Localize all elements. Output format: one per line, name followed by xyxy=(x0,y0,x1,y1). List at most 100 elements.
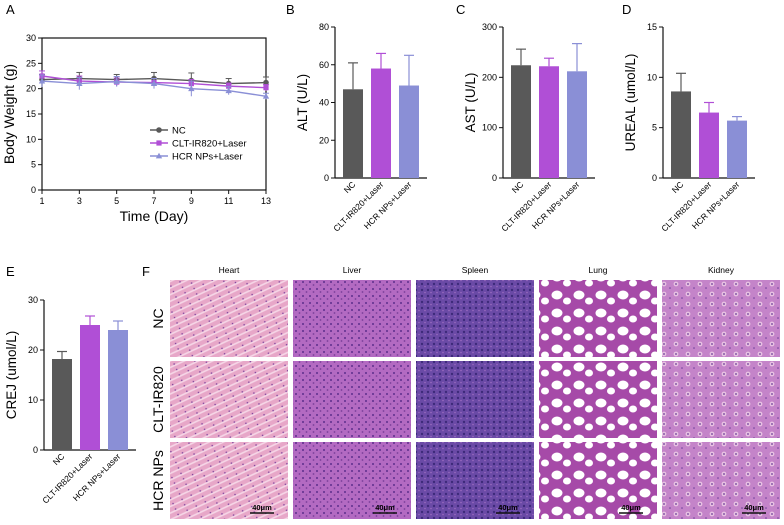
row-label: CLT-IR820 xyxy=(150,366,166,433)
x-tick-label: CLT-IR820+Laser xyxy=(40,451,94,505)
legend-marker xyxy=(156,140,162,146)
data-point xyxy=(150,80,158,86)
y-tick-label: 0 xyxy=(33,445,38,455)
y-tick-label: 10 xyxy=(28,395,38,405)
x-tick-label: NC xyxy=(51,451,67,467)
histology-image xyxy=(170,280,288,357)
panel-letter-d: D xyxy=(622,2,631,17)
x-tick-label: 5 xyxy=(114,196,119,206)
bar xyxy=(52,359,72,450)
y-axis-label: ALT (U/L) xyxy=(295,74,310,131)
data-point xyxy=(263,85,269,91)
data-point xyxy=(262,93,270,99)
histology-image xyxy=(662,280,780,357)
data-point xyxy=(263,79,269,86)
x-tick-label: CLT-IR820+Laser xyxy=(499,179,553,233)
y-tick-label: 30 xyxy=(26,33,36,43)
histology-image xyxy=(293,442,411,519)
histology-image-grid: Heart Liver Spleen Lung Kidney NC CLT-IR820 HCR… xyxy=(150,265,780,519)
scale-bar-label: 40μm xyxy=(252,503,272,512)
histology-image xyxy=(293,361,411,438)
x-tick-label: 13 xyxy=(261,196,271,206)
y-tick-label: 0 xyxy=(652,173,657,183)
y-tick-label: 5 xyxy=(652,123,657,133)
column-label: Heart xyxy=(219,265,240,275)
data-point xyxy=(225,87,232,94)
y-axis-label: AST (U/L) xyxy=(463,73,478,133)
x-tick-label: 1 xyxy=(39,196,44,206)
legend-label: NC xyxy=(172,126,186,137)
panel-letter-b: B xyxy=(286,2,295,17)
histology-image xyxy=(416,361,534,438)
x-tick-label: 9 xyxy=(189,196,194,206)
histology-image xyxy=(170,442,288,519)
bar xyxy=(727,120,747,178)
x-tick-label: CLT-IR820+Laser xyxy=(331,179,385,233)
x-tick-label: 3 xyxy=(77,196,82,206)
histology-image xyxy=(662,361,780,438)
bar xyxy=(108,330,128,450)
y-tick-label: 20 xyxy=(28,345,38,355)
scale-bar-label: 40μm xyxy=(744,503,764,512)
x-tick-label: CLT-IR820+Laser xyxy=(659,179,713,233)
x-tick-label: 7 xyxy=(151,196,156,206)
y-axis-label: CREJ (umol/L) xyxy=(4,331,19,420)
data-point xyxy=(226,83,232,89)
legend-marker xyxy=(156,127,162,133)
data-point xyxy=(113,78,120,84)
panel-letter-e: E xyxy=(6,264,15,279)
bar xyxy=(399,85,419,178)
histology-image xyxy=(293,280,411,357)
bar xyxy=(699,112,719,178)
y-tick-label: 10 xyxy=(26,134,36,144)
y-tick-label: 20 xyxy=(26,84,36,94)
scale-bar-label: 40μm xyxy=(621,503,641,512)
y-tick-label: 15 xyxy=(26,109,36,119)
y-axis-label: Body Weight (g) xyxy=(1,64,17,164)
y-tick-label: 10 xyxy=(647,72,657,82)
x-tick-label: NC xyxy=(342,179,358,195)
y-tick-label: 40 xyxy=(319,98,329,108)
x-axis-label: Time (Day) xyxy=(120,208,189,224)
legend-label: CLT-IR820+Laser xyxy=(172,139,247,150)
x-tick-label: 11 xyxy=(224,196,233,206)
bar xyxy=(671,91,691,178)
row-label: HCR NPs xyxy=(150,450,166,511)
bar xyxy=(539,66,559,178)
y-tick-label: 0 xyxy=(324,173,329,183)
y-tick-label: 300 xyxy=(482,22,497,32)
y-tick-label: 200 xyxy=(482,72,497,82)
y-axis-label: UREAL (umol/L) xyxy=(623,54,638,152)
data-point xyxy=(38,77,46,84)
row-label: NC xyxy=(150,308,166,328)
y-tick-label: 5 xyxy=(31,160,36,170)
histology-image xyxy=(416,442,534,519)
y-tick-label: 60 xyxy=(319,60,329,70)
y-tick-label: 100 xyxy=(482,123,497,133)
column-label: Kidney xyxy=(708,265,735,275)
column-label: Lung xyxy=(589,265,608,275)
y-tick-label: 0 xyxy=(492,173,497,183)
bar xyxy=(511,65,531,178)
histology-image xyxy=(539,361,657,438)
y-tick-label: 80 xyxy=(319,22,329,32)
histology-image xyxy=(539,442,657,519)
x-tick-label: NC xyxy=(510,179,526,195)
y-tick-label: 25 xyxy=(26,58,36,68)
bar xyxy=(80,325,100,450)
data-point xyxy=(188,85,195,92)
column-label: Spleen xyxy=(462,265,489,275)
histology-image xyxy=(170,361,288,438)
plot-frame xyxy=(41,37,267,191)
histology-image xyxy=(416,280,534,357)
bar xyxy=(371,68,391,178)
legend-marker xyxy=(155,152,163,159)
panel-letter-f: F xyxy=(142,264,150,279)
bar xyxy=(567,71,587,178)
